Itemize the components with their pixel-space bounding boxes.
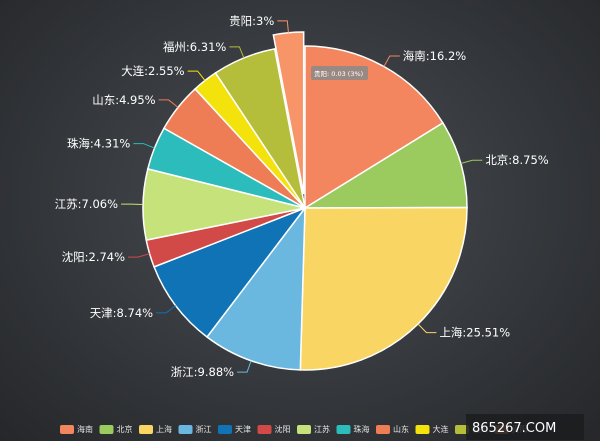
- legend-item-2[interactable]: 北京: [99, 424, 133, 434]
- legend-swatch: [297, 425, 311, 434]
- legend-item-6[interactable]: 沈阳: [257, 424, 291, 434]
- leader-line-5: [156, 305, 176, 314]
- legend-item-7[interactable]: 江苏: [297, 424, 330, 434]
- slice-label-3: 上海:25.51%: [439, 326, 510, 340]
- legend-item-4[interactable]: 浙江: [178, 424, 212, 434]
- legend-swatch: [60, 425, 74, 434]
- pie-slice-4[interactable]: [205, 205, 306, 371]
- legend: 海南北京上海浙江天津沈阳江苏珠海山东大连福州贵阳: [60, 424, 528, 434]
- leader-line-2: [460, 159, 483, 165]
- legend-swatch: [455, 425, 469, 434]
- pie-slice-11[interactable]: [214, 47, 306, 209]
- pie-slice-1[interactable]: [304, 45, 444, 210]
- legend-label: 天津: [235, 424, 251, 434]
- legend-item-5[interactable]: 天津: [218, 424, 251, 434]
- pie-slice-5[interactable]: [153, 206, 308, 339]
- leader-line-11: [229, 46, 245, 59]
- legend-label: 上海: [156, 424, 172, 434]
- slice-label-4: 浙江:9.88%: [171, 365, 234, 379]
- slice-label-12: 贵阳:3%: [229, 14, 274, 28]
- legend-swatch: [376, 425, 390, 434]
- leader-line-9: [158, 99, 179, 108]
- leader-line-12: [277, 20, 289, 33]
- slice-label-1: 海南:16.2%: [403, 49, 466, 63]
- leader-line-4: [237, 360, 252, 373]
- leader-line-6: [128, 253, 150, 258]
- legend-item-10[interactable]: 大连: [415, 424, 449, 434]
- leader-line-8: [133, 143, 155, 149]
- hover-tooltip: 贵阳: 0.03 (3%): [311, 66, 368, 80]
- legend-swatch: [218, 425, 232, 434]
- tooltip-text: 贵阳: 0.03 (3%): [314, 69, 363, 78]
- legend-item-8[interactable]: 珠海: [336, 424, 370, 434]
- legend-label: 江苏: [314, 424, 330, 434]
- pie-slice-12[interactable]: [272, 31, 305, 195]
- legend-swatch: [178, 425, 193, 434]
- legend-swatch: [415, 425, 430, 434]
- slice-label-11: 福州:6.31%: [163, 40, 226, 54]
- legend-item-3[interactable]: 上海: [139, 424, 172, 434]
- watermark: 865267.COM: [466, 414, 584, 440]
- legend-label: 海南: [77, 424, 93, 434]
- legend-label: 沈阳: [275, 424, 291, 434]
- slice-label-6: 沈阳:2.74%: [62, 250, 125, 264]
- leader-line-10: [187, 70, 206, 81]
- slice-label-9: 山东:4.95%: [92, 93, 155, 107]
- legend-label: 山东: [393, 424, 409, 434]
- legend-label: 大连: [433, 424, 449, 434]
- slice-label-5: 天津:8.74%: [90, 306, 153, 320]
- slice-label-2: 北京:8.75%: [485, 153, 548, 167]
- legend-swatch: [257, 425, 272, 434]
- legend-swatch: [336, 425, 351, 434]
- legend-swatch: [99, 425, 114, 434]
- pie-slice-3[interactable]: [299, 206, 468, 371]
- slice-label-10: 大连:2.55%: [121, 64, 184, 78]
- slice-label-7: 江苏:7.06%: [55, 197, 118, 211]
- legend-label: 浙江: [196, 424, 212, 434]
- pie-slice-2[interactable]: [302, 121, 468, 209]
- label-leader-lines: [121, 20, 483, 373]
- legend-label: 珠海: [354, 424, 370, 434]
- watermark-text: 865267.COM: [472, 421, 556, 436]
- legend-item-9[interactable]: 山东: [376, 424, 409, 434]
- legend-swatch: [139, 425, 153, 434]
- slice-label-8: 珠海:4.31%: [67, 137, 130, 151]
- legend-label: 北京: [117, 424, 133, 434]
- legend-item-1[interactable]: 海南: [60, 424, 93, 434]
- pie-slices: [142, 31, 468, 371]
- slice-labels: 海南:16.2% 北京:8.75% 上海:25.51% 浙江:9.88% 天津:8.74…: [55, 14, 549, 379]
- leader-line-3: [417, 323, 437, 334]
- leader-line-1: [383, 55, 400, 67]
